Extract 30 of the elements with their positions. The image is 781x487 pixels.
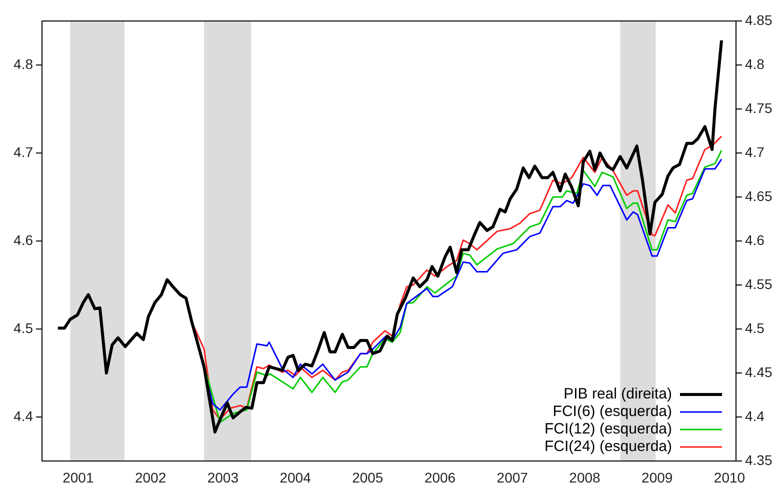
legend-label: PIB real (direita) xyxy=(564,386,672,403)
y-tick-label: 4.4 xyxy=(14,408,34,424)
y2-tick-label: 4.4 xyxy=(745,408,765,424)
y-tick-label: 4.6 xyxy=(14,232,34,248)
x-tick-label: 2005 xyxy=(352,469,384,486)
x-tick-label: 2001 xyxy=(62,469,94,486)
x-tick-label: 2006 xyxy=(424,469,456,486)
y2-tick-label: 4.35 xyxy=(745,452,772,468)
x-tick-label: 2003 xyxy=(207,469,239,486)
legend-label: FCI(12) (esquerda) xyxy=(544,420,672,438)
legend-label: FCI(6) (esquerda) xyxy=(552,403,672,420)
x-tick-label: 2007 xyxy=(496,469,528,486)
legend-label: FCI(24) (esquerda) xyxy=(544,438,672,456)
y2-tick-label: 4.6 xyxy=(745,232,765,248)
y2-tick-label: 4.85 xyxy=(745,12,772,28)
x-tick-label: 2008 xyxy=(569,469,601,486)
y2-tick-label: 4.5 xyxy=(745,320,765,336)
y2-tick-label: 4.7 xyxy=(745,144,765,160)
y2-tick-label: 4.75 xyxy=(745,100,772,116)
y-tick-label: 4.5 xyxy=(14,320,34,336)
x-tick-label: 2009 xyxy=(642,469,673,486)
y2-tick-label: 4.45 xyxy=(745,364,772,380)
y2-tick-label: 4.65 xyxy=(745,188,772,204)
y2-tick-label: 4.55 xyxy=(745,276,772,292)
y-tick-label: 4.8 xyxy=(14,56,34,72)
x-tick-label: 2002 xyxy=(134,469,166,486)
x-tick-label: 2004 xyxy=(280,469,312,486)
y-tick-label: 4.7 xyxy=(14,144,34,160)
y2-tick-label: 4.8 xyxy=(745,56,765,72)
x-tick-label: 2010 xyxy=(714,469,746,486)
